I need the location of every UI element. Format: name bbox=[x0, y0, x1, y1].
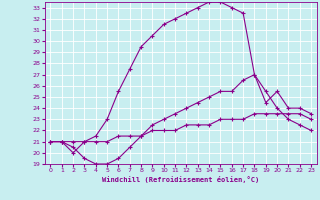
X-axis label: Windchill (Refroidissement éolien,°C): Windchill (Refroidissement éolien,°C) bbox=[102, 176, 260, 183]
